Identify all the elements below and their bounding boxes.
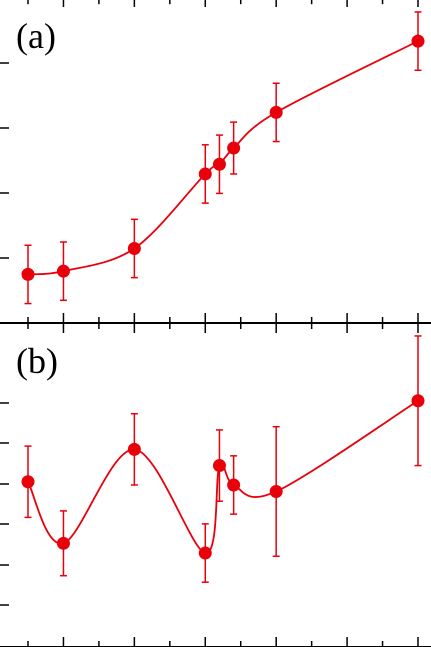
data-point-a-3 — [198, 167, 212, 181]
fit-curve-a — [27, 40, 419, 276]
data-point-a-7 — [411, 34, 425, 48]
panel-b: (b) — [0, 323, 431, 647]
data-point-b-7 — [411, 394, 425, 408]
data-point-a-5 — [227, 141, 241, 155]
data-point-b-0 — [21, 475, 35, 489]
data-point-b-1 — [56, 536, 70, 550]
fit-curve-b — [27, 400, 419, 554]
data-point-b-3 — [198, 546, 212, 560]
data-point-b-6 — [269, 484, 283, 498]
data-point-b-4 — [212, 459, 226, 473]
panel-b-label: (b) — [16, 341, 58, 381]
data-point-a-0 — [21, 267, 35, 281]
panel-a-label: (a) — [16, 16, 56, 56]
data-point-a-1 — [56, 264, 70, 278]
data-point-a-2 — [127, 241, 141, 255]
data-point-a-4 — [212, 157, 226, 171]
panel-a: (a) — [0, 0, 431, 324]
data-point-a-6 — [269, 105, 283, 119]
data-point-b-2 — [127, 442, 141, 456]
data-point-b-5 — [227, 478, 241, 492]
